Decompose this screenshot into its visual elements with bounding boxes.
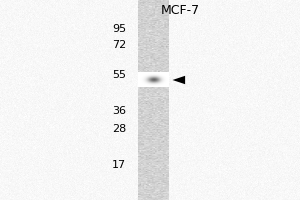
Text: 55: 55 <box>112 70 126 80</box>
Text: 28: 28 <box>112 124 126 134</box>
Polygon shape <box>172 76 185 84</box>
Text: 72: 72 <box>112 40 126 50</box>
Text: 36: 36 <box>112 106 126 116</box>
Text: MCF-7: MCF-7 <box>160 4 200 18</box>
Text: 95: 95 <box>112 24 126 34</box>
Text: 17: 17 <box>112 160 126 170</box>
